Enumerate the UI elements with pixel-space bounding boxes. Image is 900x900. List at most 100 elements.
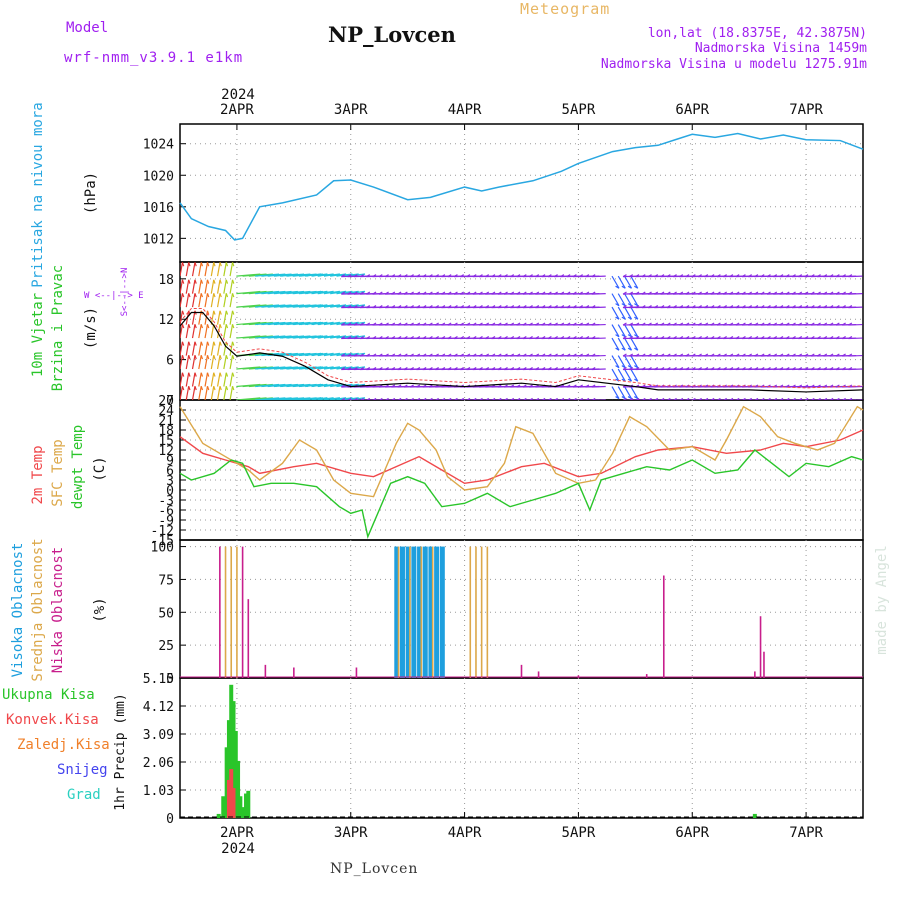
wind-arrow-head: [213, 262, 216, 267]
day-label-top: 7APR: [789, 102, 823, 118]
wind-arrow: [223, 279, 227, 294]
wind-arrow: [216, 372, 221, 387]
wind-arrow-head: [816, 336, 821, 340]
wind-arrow: [180, 341, 184, 356]
wind-arrow-head: [823, 305, 828, 309]
cloud-unit: (%): [92, 597, 108, 622]
wind-arrow-head: [735, 384, 740, 388]
precip-label-conv: Konvek.Kisa: [6, 712, 99, 728]
wind-arrow-head: [816, 291, 821, 295]
altitude-text: Nadmorska Visina 1459m: [694, 41, 867, 56]
wind-arrow-head: [528, 397, 533, 400]
wind-arrow-head: [359, 353, 364, 357]
wind-arrow-head: [679, 397, 684, 400]
cloud-label-mid: Srednja Oblacnost: [30, 538, 46, 681]
wind-arrow-head: [685, 366, 690, 371]
wind-arrow-head: [798, 336, 803, 340]
wind-arrow-head: [754, 366, 759, 371]
wind-arrow: [617, 324, 626, 338]
wind-arrow-head: [213, 293, 216, 298]
wind-arrow-head: [181, 262, 185, 267]
wind-arrow-head: [516, 274, 521, 278]
wind-arrow: [323, 352, 340, 357]
wind-arrow-head: [194, 262, 197, 267]
wind-arrow-head: [816, 384, 821, 388]
wind-arrow-head: [621, 396, 626, 400]
wind-arrow-head: [729, 353, 734, 357]
wind-arrow-head: [760, 322, 765, 326]
wind-arrow-head: [503, 397, 508, 400]
wind-arrow-head: [384, 336, 389, 340]
wind-arrow: [210, 324, 215, 339]
temp-label-2: SFC Temp: [50, 439, 66, 506]
wind-arrow-head: [181, 386, 185, 391]
wind-arrow-head: [194, 355, 197, 360]
wind-arrow-head: [835, 274, 840, 278]
wind-arrow-head: [422, 397, 427, 400]
wind-arrow-head: [541, 366, 546, 371]
wind-arrow-head: [578, 291, 583, 295]
wind-arrow-head: [560, 305, 565, 309]
wind-arrow-head: [585, 291, 590, 295]
wind-arrow-head: [691, 397, 696, 400]
wind-arrow-head: [672, 366, 677, 371]
wind-arrow-head: [231, 279, 235, 284]
wind-arrow-head: [516, 353, 521, 357]
wind-arrow-head: [621, 347, 626, 351]
wind-arrow-head: [453, 336, 458, 340]
wind-arrow-head: [447, 353, 452, 357]
wind-arrow-head: [535, 366, 540, 371]
wind-arrow-head: [434, 397, 439, 400]
wind-arrow-head: [441, 305, 446, 309]
wind-arrow-head: [453, 274, 458, 278]
wind-arrow-head: [660, 353, 665, 357]
wind-arrow: [185, 372, 190, 387]
wind-arrow-head: [516, 336, 521, 340]
wind-arrow-head: [397, 274, 402, 278]
cloud-high-bar: [417, 546, 423, 678]
wind-arrow-head: [716, 336, 721, 340]
wind-arrow-head: [704, 291, 709, 295]
wind-arrow-head: [503, 353, 508, 357]
top-year: 2024: [221, 87, 255, 103]
wind-arrow-head: [547, 274, 552, 278]
wind-arrow-head: [478, 274, 483, 278]
wind-arrow-head: [729, 397, 734, 400]
wind-arrow-head: [384, 291, 389, 295]
wind-arrow-head: [798, 305, 803, 309]
wind-arrow-head: [704, 322, 709, 326]
wind-arrow-head: [754, 322, 759, 326]
wind-arrow-head: [804, 274, 809, 278]
wind-arrow-head: [585, 353, 590, 357]
wind-arrow-head: [194, 341, 197, 346]
wind-arrow-head: [691, 274, 696, 278]
wind-arrow-head: [200, 355, 204, 360]
wind-arrow-head: [466, 353, 471, 357]
wind-arrow-head: [754, 384, 759, 388]
wind-arrow: [191, 341, 196, 356]
wind-arrow-head: [347, 366, 352, 371]
wind-arrow-head: [654, 322, 659, 326]
wind-arrow-head: [578, 366, 583, 371]
wind-arrow-head: [615, 285, 620, 289]
wind-arrow-head: [213, 341, 216, 346]
wind-arrow-head: [691, 366, 696, 371]
wind-arrow-head: [541, 291, 546, 295]
wind-arrow-head: [560, 291, 565, 295]
wind-arrow-head: [422, 305, 427, 309]
wind-arrow-head: [503, 366, 508, 371]
wind-arrow-head: [491, 274, 496, 278]
wind-arrow-head: [459, 397, 465, 400]
wind-arrow-head: [397, 305, 402, 309]
wind-arrow: [180, 355, 184, 370]
wind-arrow: [623, 293, 633, 307]
wind-arrow: [223, 262, 227, 277]
wind-arrow-head: [219, 355, 222, 360]
cloud-high-bar: [439, 546, 445, 678]
wind-arrow-head: [188, 372, 191, 377]
wind-arrow-head: [704, 305, 709, 309]
wind-arrow-head: [441, 397, 446, 400]
wind-arrow-head: [572, 305, 577, 309]
y-tick-label: 0: [166, 394, 174, 409]
wind-arrow-head: [635, 305, 640, 309]
